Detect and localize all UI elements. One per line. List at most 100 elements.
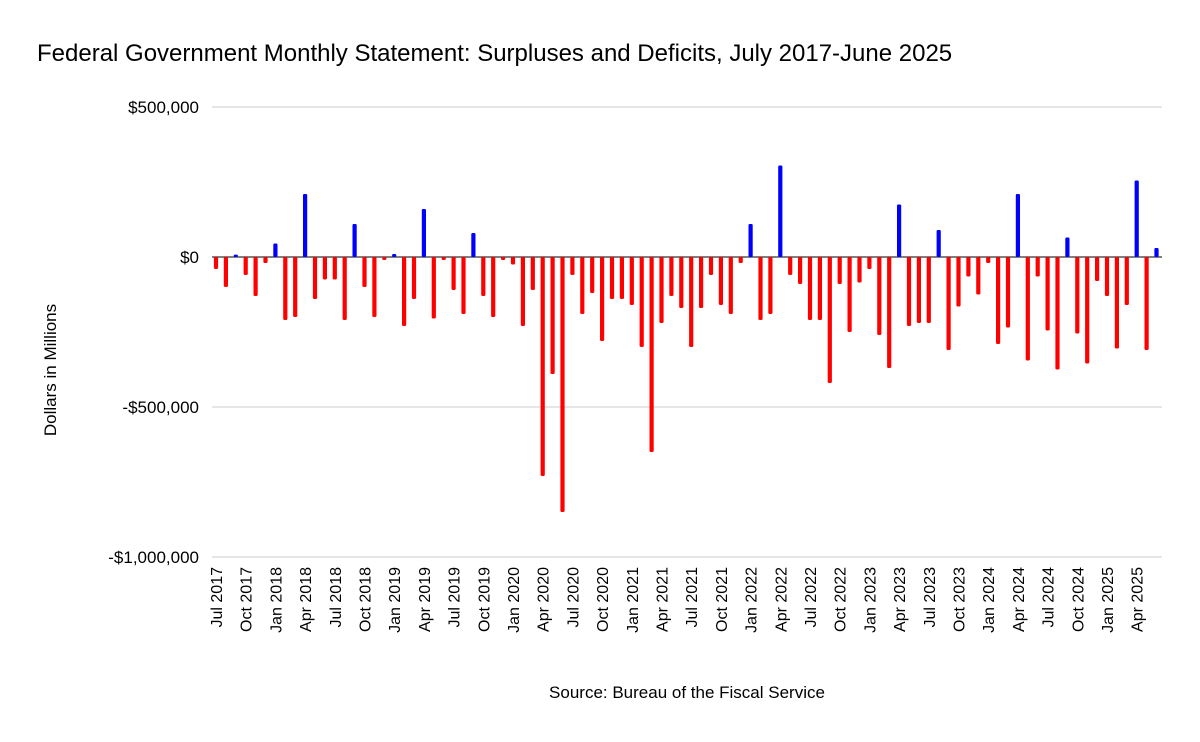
x-tick-label: Oct 2021 [714,567,731,632]
bar [897,204,902,257]
bar [1065,237,1070,257]
bar [273,243,278,257]
bar [411,257,417,299]
bar [867,257,872,269]
bar [699,257,704,308]
bar [609,257,615,299]
bar [798,257,803,284]
bar [520,257,525,326]
bar [986,257,991,263]
bar [718,257,723,305]
y-axis-label: Dollars in Millions [41,304,60,436]
chart-title: Federal Government Monthly Statement: Su… [37,40,953,67]
bar [966,257,971,277]
bar [649,257,654,452]
bar [956,257,961,307]
bar [877,257,882,335]
x-tick-label: Jul 2021 [684,567,701,628]
x-tick-label: Apr 2022 [773,567,790,632]
x-tick-label: Apr 2025 [1130,567,1147,632]
bar [441,257,446,260]
bar [332,257,337,280]
bar [778,165,783,257]
source-note: Source: Bureau of the Fiscal Service [549,683,825,702]
x-tick-label: Oct 2017 [239,567,256,632]
bar [1045,257,1050,331]
bar [639,257,644,347]
bar [491,257,496,317]
bars [213,165,1159,512]
y-tick-labels: $500,000 $0 -$500,000 -$1,000,000 [108,98,199,567]
x-tick-label: Oct 2024 [1070,567,1087,632]
bar [213,257,219,269]
bar [580,257,585,314]
bar [619,257,624,299]
bar [738,257,743,263]
bar [471,233,476,257]
bar [550,257,555,374]
x-tick-label: Apr 2020 [536,567,553,632]
x-tick-label: Jul 2019 [447,567,464,628]
bar [708,257,714,275]
y-tick-label: -$500,000 [122,398,199,417]
x-tick-label: Apr 2024 [1011,567,1028,632]
x-tick-label: Apr 2023 [892,567,909,632]
bar [481,257,486,296]
bar [1144,257,1149,350]
x-tick-label: Apr 2018 [298,567,315,632]
bar [530,257,535,290]
bar [976,257,981,295]
x-tick-label: Jan 2022 [744,567,761,633]
bar [312,257,318,299]
bar [689,257,694,347]
x-tick-label: Jan 2021 [625,567,642,633]
bar [1095,257,1100,281]
bar [887,257,892,368]
bar [392,254,397,257]
bar [600,257,605,341]
bar [352,224,357,257]
y-tick-label: $0 [180,248,199,267]
x-tick-label: Jul 2020 [565,567,582,628]
x-tick-label: Oct 2019 [476,567,493,632]
bar [233,254,238,257]
bar [303,194,308,257]
gridlines [212,106,1162,558]
x-tick-label: Jan 2025 [1100,567,1117,633]
bar [243,257,248,275]
bar [679,257,684,308]
x-tick-labels: Jul 2017 Oct 2017 Jan 2018 Apr 2018 Jul 2018… [209,567,1147,633]
bar [590,257,595,293]
x-tick-label: Apr 2021 [655,567,672,632]
bar [936,230,941,257]
bar [728,257,733,314]
bar [857,257,862,283]
bar [837,257,842,284]
bar [788,257,793,275]
x-tick-label: Jul 2022 [803,567,820,628]
bar [421,209,426,257]
bar [1124,257,1129,305]
bar [253,257,258,296]
x-tick-label: Apr 2019 [417,567,434,632]
bar [768,257,773,314]
x-tick-label: Oct 2023 [952,567,969,632]
bar [906,257,912,326]
x-tick-label: Jul 2024 [1041,567,1058,628]
bar [748,224,753,257]
bar [402,257,407,326]
bar [342,257,347,320]
y-tick-label: $500,000 [128,98,199,117]
bar [807,257,813,320]
bar [1035,257,1040,277]
bar [847,257,852,332]
bar [1055,257,1060,370]
bar [1104,257,1110,296]
bar [223,257,228,287]
x-tick-label: Oct 2022 [833,567,850,632]
bar [451,257,456,290]
bar [362,257,367,287]
bar [293,257,298,317]
bar [758,257,763,320]
